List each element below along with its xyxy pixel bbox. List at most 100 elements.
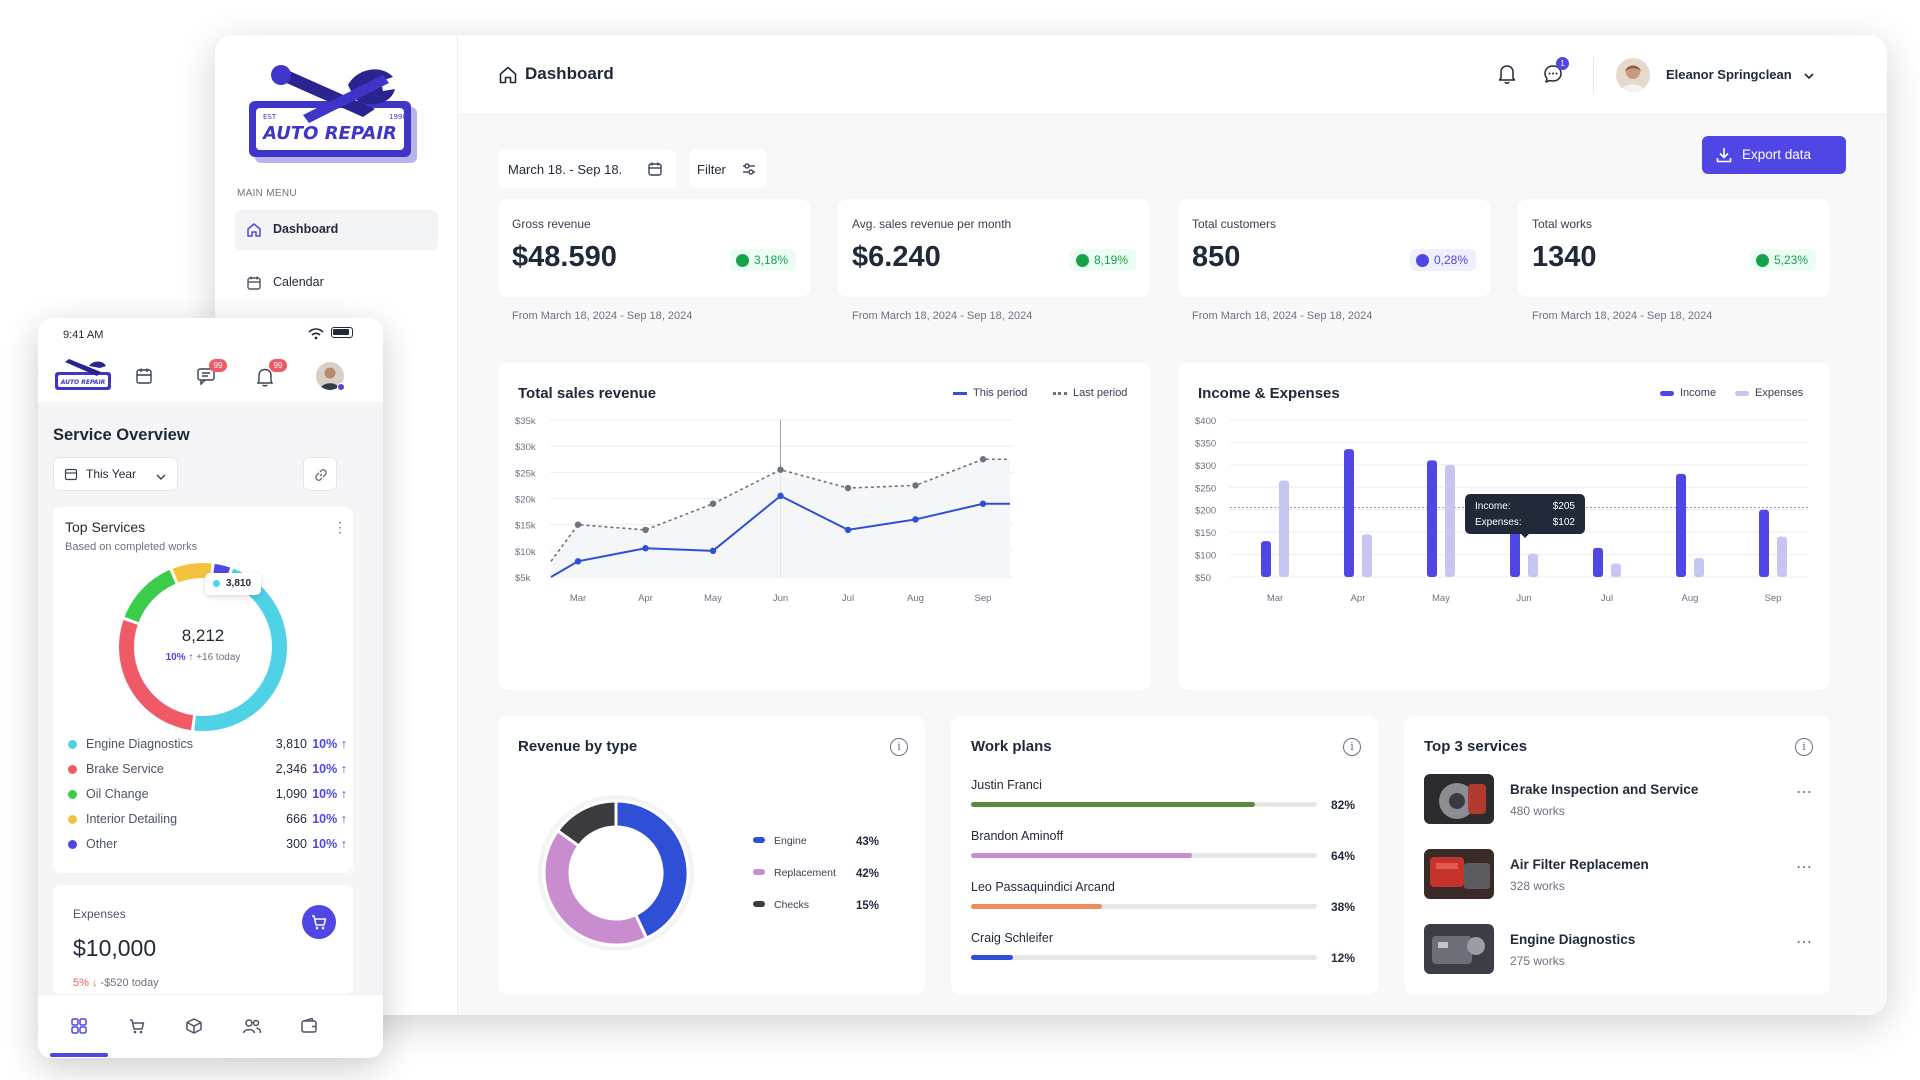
x-tick-label: Jun (1516, 593, 1531, 604)
battery-icon (331, 327, 353, 338)
more-options-icon[interactable]: ⋯ (1796, 784, 1813, 801)
x-tick-label: May (704, 593, 722, 604)
service-legend-row[interactable]: Other 300 10% ↑ (68, 835, 353, 855)
period-dropdown[interactable]: This Year (53, 457, 178, 491)
card-title: Revenue by type (518, 738, 638, 755)
chevron-down-icon[interactable] (1803, 68, 1815, 86)
legend-label: Checks (774, 899, 809, 911)
card-title: Top 3 services (1424, 738, 1528, 755)
data-point (642, 526, 649, 534)
y-tick-label: $350 (1195, 438, 1216, 449)
y-tick-label: $35k (515, 416, 536, 427)
service-value: 2,346 (275, 762, 307, 776)
nav-dashboard-icon[interactable] (70, 1017, 88, 1040)
bell-icon[interactable] (256, 367, 274, 392)
trend-up-icon (1755, 253, 1769, 267)
x-tick-label: May (1432, 593, 1450, 604)
nav-box-icon[interactable] (185, 1017, 203, 1040)
more-vertical-icon[interactable]: ⋮ (333, 519, 347, 535)
legend-label: Engine (774, 835, 807, 847)
expenses-bar (1694, 558, 1704, 577)
sidebar-item-label: Calendar (273, 275, 324, 289)
y-tick-label: $200 (1195, 506, 1216, 517)
legend-percent: 43% (856, 836, 879, 848)
auto-repair-logo[interactable]: AUTO REPAIR EST 1990 (243, 57, 428, 169)
messages-icon[interactable] (1542, 63, 1564, 90)
notification-bell-icon[interactable] (1497, 63, 1517, 90)
donut-total: 8,212 (181, 626, 225, 645)
period-value: This Year (86, 467, 137, 481)
service-name: Oil Change (86, 787, 149, 801)
more-options-icon[interactable]: ⋯ (1796, 859, 1813, 876)
service-percent-value: 10% (312, 762, 338, 776)
date-range-value: March 18. - Sep 18. (508, 162, 623, 177)
x-tick-label: Aug (1682, 593, 1699, 604)
x-tick-label: Jul (842, 593, 854, 604)
nav-cart-icon[interactable] (128, 1017, 146, 1040)
last-period-line (550, 458, 1010, 562)
legend-label: This period (973, 387, 1028, 399)
info-icon[interactable]: i (890, 738, 908, 756)
cart-button[interactable] (302, 905, 336, 939)
user-name[interactable]: Eleanor Springclean (1666, 67, 1792, 82)
kpi-change: 8,19% (1093, 253, 1128, 267)
donut-trend-today: +16 today (196, 652, 241, 663)
logo-text: AUTO REPAIR (60, 379, 106, 386)
cart-icon (310, 913, 328, 936)
sidebar-item-calendar[interactable]: Calendar (235, 263, 438, 303)
calendar-icon (64, 467, 78, 486)
phone-logo[interactable]: AUTO REPAIR (53, 358, 113, 392)
export-data-button[interactable]: Export data (1702, 136, 1846, 174)
kpi-card-total-customers: Total customers 850 0,28% (1178, 199, 1490, 297)
sales-line-chart: $5k $10k $15k $20k $25k $30k $35k Mar Apr May Jun J… (515, 416, 1013, 604)
y-tick-label: $150 (1195, 528, 1216, 539)
kpi-value: $48.590 (512, 241, 617, 273)
topbar-divider (1593, 57, 1594, 93)
wifi-icon (308, 327, 324, 345)
legend-swatch (1735, 390, 1749, 396)
donut-slice (172, 563, 212, 583)
trend-icon (1415, 253, 1429, 267)
legend-percent: 15% (856, 900, 879, 912)
data-point (709, 547, 717, 555)
service-name: Interior Detailing (86, 812, 178, 826)
expenses-label: Expenses (73, 907, 126, 921)
info-icon[interactable]: i (1795, 738, 1813, 756)
kpi-change-badge: 3,18% (729, 249, 796, 271)
service-legend-row[interactable]: Engine Diagnostics 3,810 10% ↑ (68, 735, 353, 755)
info-icon[interactable]: i (1343, 738, 1361, 756)
nav-users-icon[interactable] (242, 1017, 262, 1040)
work-plan-name: Justin Franci (971, 778, 1042, 792)
callout-dot (213, 580, 220, 587)
avatar[interactable] (1616, 58, 1650, 92)
tooltip-income-label: Income: (1475, 501, 1511, 512)
legend-line-solid (953, 391, 967, 395)
date-range-picker[interactable]: March 18. - Sep 18. (498, 150, 676, 188)
work-plan-progress (971, 853, 1193, 858)
filter-button[interactable]: Filter (689, 150, 767, 188)
calendar-icon[interactable] (135, 367, 153, 390)
donut-slice (124, 569, 176, 623)
work-plan-progress (971, 802, 1255, 807)
service-percent-value: 10% (312, 812, 338, 826)
kpi-change-badge: 0,28% (1409, 249, 1476, 271)
kpi-card-avg-sales: Avg. sales revenue per month $6.240 8,19… (838, 199, 1150, 297)
service-legend-row[interactable]: Interior Detailing 666 10% ↑ (68, 810, 353, 830)
sidebar-item-dashboard[interactable]: Dashboard (235, 210, 438, 250)
home-icon (498, 65, 518, 90)
expenses-trend-today: -$520 today (100, 977, 159, 989)
service-legend-row[interactable]: Brake Service 2,346 10% ↑ (68, 760, 353, 780)
data-point (574, 521, 582, 528)
kpi-change: 3,18% (753, 253, 788, 267)
more-options-icon[interactable]: ⋯ (1796, 934, 1813, 951)
nav-wallet-icon[interactable] (300, 1017, 318, 1040)
service-legend-row[interactable]: Oil Change 1,090 10% ↑ (68, 785, 353, 805)
card-title: Total sales revenue (518, 385, 657, 402)
last-period-area (551, 459, 1010, 577)
phone-header: AUTO REPAIR 99 99 (38, 352, 383, 402)
share-link-button[interactable] (303, 457, 337, 491)
data-point (844, 484, 852, 492)
chat-icon[interactable] (196, 367, 216, 390)
chevron-down-icon (155, 469, 167, 487)
data-point (912, 482, 919, 489)
